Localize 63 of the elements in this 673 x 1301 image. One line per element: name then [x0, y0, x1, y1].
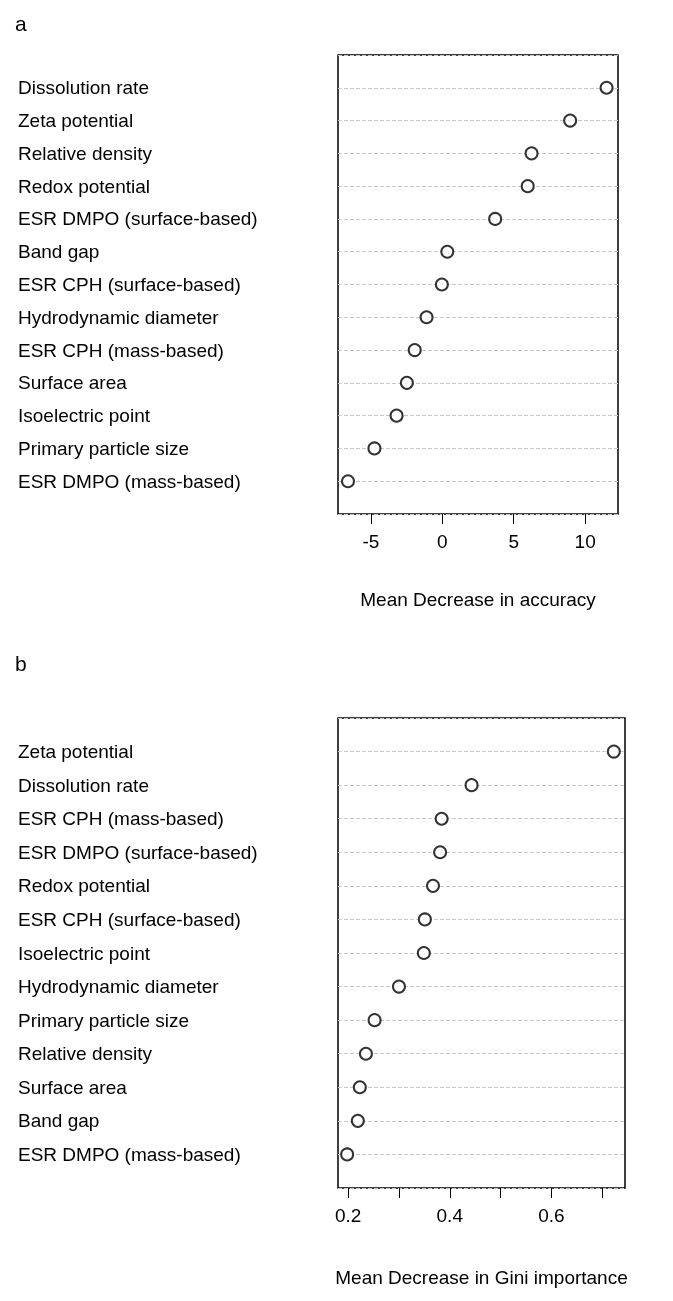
y-tick-label: ESR CPH (surface-based) — [18, 908, 241, 930]
point — [599, 80, 614, 95]
point — [341, 474, 355, 489]
y-tick-label: Hydrodynamic diameter — [18, 306, 220, 328]
y-tick-label: Redox potential — [18, 875, 151, 897]
point — [426, 878, 440, 893]
point — [367, 1013, 382, 1028]
point — [520, 179, 535, 194]
point — [434, 277, 449, 292]
y-tick-label: Relative density — [18, 142, 153, 164]
point — [416, 946, 431, 960]
point — [417, 912, 432, 927]
point — [407, 343, 422, 358]
x-tick-label: 0.6 — [538, 1205, 565, 1226]
point — [340, 1147, 355, 1162]
point — [606, 744, 621, 759]
y-tick-label: ESR DMPO (surface-based) — [18, 208, 258, 230]
point — [464, 778, 479, 793]
x-tick-label: 0 — [437, 531, 448, 552]
point — [391, 979, 406, 994]
y-tick-label: Surface area — [18, 372, 128, 394]
y-tick-label: Primary particle size — [18, 437, 190, 459]
y-tick-label: Zeta potential — [18, 110, 134, 132]
point — [524, 146, 539, 161]
x-tick-label: 0.4 — [436, 1205, 464, 1226]
y-tick-label: ESR CPH (surface-based) — [18, 274, 241, 295]
point — [434, 811, 449, 826]
y-tick-label: Zeta potential — [18, 741, 134, 763]
point — [358, 1046, 373, 1061]
y-tick-label: ESR DMPO (surface-based) — [18, 841, 258, 863]
y-tick-label: Relative density — [18, 1043, 153, 1065]
point — [563, 113, 578, 128]
x-tick-label: 10 — [574, 531, 596, 552]
y-tick-label: Hydrodynamic diameter — [18, 976, 220, 998]
point — [389, 408, 404, 423]
point — [488, 211, 503, 226]
x-tick-label: -5 — [362, 531, 380, 552]
y-tick-label: Surface area — [18, 1076, 128, 1098]
point — [367, 441, 382, 456]
point — [433, 845, 448, 860]
y-tick-label: Band gap — [18, 241, 100, 263]
text: a — [15, 12, 27, 35]
x-axis-title: Mean Decrease in accuracy — [360, 589, 597, 610]
point — [399, 375, 414, 390]
x-axis-title: Mean Decrease in Gini importance — [335, 1267, 628, 1288]
point — [419, 310, 434, 325]
y-tick-label: ESR DMPO (mass-based) — [18, 1143, 241, 1165]
y-tick-label: Redox potential — [18, 175, 151, 197]
text: b — [15, 652, 27, 675]
y-tick-label: Primary particle size — [18, 1009, 190, 1031]
y-tick-label: Isoelectric point — [18, 942, 151, 964]
y-tick-label: Isoelectric point — [18, 405, 151, 427]
point — [440, 244, 455, 259]
x-tick-label: 0.2 — [334, 1205, 362, 1226]
y-tick-label: Dissolution rate — [18, 774, 149, 796]
point — [352, 1080, 367, 1095]
y-tick-label: Dissolution rate — [18, 77, 149, 99]
y-tick-label: Band gap — [18, 1110, 100, 1132]
y-tick-label: ESR DMPO (mass-based) — [18, 470, 241, 492]
y-tick-label: ESR CPH (mass-based) — [18, 339, 224, 361]
point — [350, 1113, 365, 1128]
x-tick-label: 5 — [508, 531, 519, 552]
y-tick-label: ESR CPH (mass-based) — [18, 808, 224, 830]
